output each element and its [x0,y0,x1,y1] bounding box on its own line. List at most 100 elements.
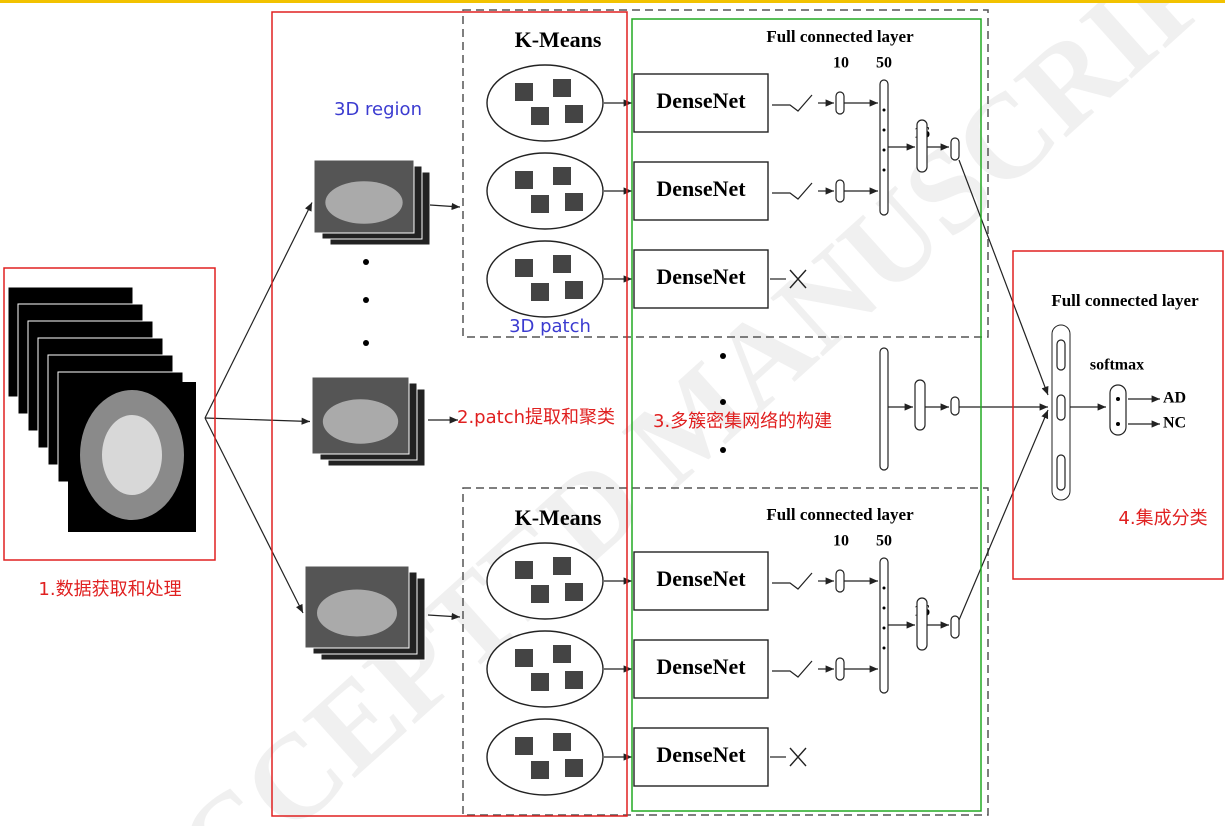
patch [531,761,549,779]
layer-bar [835,91,845,115]
dot [882,626,886,630]
dot [882,108,886,112]
step-label: 2.patch提取和聚类 [457,407,615,428]
layer-bar [1056,454,1066,491]
dot [720,447,726,453]
fc-title: Full connected layer [1051,291,1199,310]
cluster [486,630,604,708]
patch [531,673,549,691]
densenet-box [633,727,769,787]
densenet-box [633,73,769,133]
patch [531,283,549,301]
step-label: 3D patch [509,316,591,337]
densenet-label: DenseNet [656,654,746,679]
patch [553,79,571,97]
densenet-box [633,551,769,611]
softmax-label: softmax [1090,357,1144,374]
kmeans-label: K-Means [515,27,602,52]
region-tissue [322,399,399,444]
patch [565,583,583,601]
patch [553,557,571,575]
patch [515,737,533,755]
fc-title: Full connected layer [766,27,914,46]
size-label: 50 [876,55,892,72]
densenet-box [633,249,769,309]
dot [1116,397,1120,401]
cluster [486,542,604,620]
densenet-box [633,161,769,221]
step4-box [1012,250,1224,580]
cross [789,269,807,289]
patch [565,671,583,689]
densenet-label: DenseNet [656,742,746,767]
step-label: 3.多簇密集网络的构建 [653,411,832,432]
patch [531,585,549,603]
layer-bar [835,179,845,203]
dot [363,259,369,265]
kmeans-label: K-Means [515,505,602,530]
patch [531,195,549,213]
patch [565,193,583,211]
densenet-label: DenseNet [656,566,746,591]
step-label: 3D region [334,99,422,120]
cross [789,747,807,767]
size-label: 50 [876,533,892,550]
layer-bar [950,615,960,639]
step3-box [631,18,982,812]
output-label: NC [1163,415,1186,432]
patch [553,255,571,273]
fc-title: Full connected layer [766,505,914,524]
dot [363,340,369,346]
cluster [486,152,604,230]
size-label: 10 [833,533,849,550]
arrow [429,202,461,211]
densenet-label: DenseNet [656,176,746,201]
arrow [204,417,304,614]
check [772,182,813,200]
layer-bar [879,79,889,216]
step-label: 4.集成分类 [1118,508,1207,529]
layer-bar [835,657,845,681]
brain-inner [102,415,162,495]
patch [515,259,533,277]
dot [882,646,886,650]
step2-box [271,11,628,817]
patch [515,561,533,579]
patch [515,649,533,667]
layer-bar [1056,339,1066,371]
step-label: 1.数据获取和处理 [38,579,181,600]
layer-bar [950,396,960,416]
arrow [204,202,313,419]
check [772,660,813,678]
layer-bar [1056,394,1066,421]
layer-bar [950,137,960,161]
layer-bar [879,347,889,471]
arrow [958,409,1049,621]
group-box [462,487,989,816]
arrow [958,159,1049,396]
check [772,94,813,112]
group-box [462,9,989,338]
patch [553,733,571,751]
densenet-box [633,639,769,699]
size-label: 10 [833,55,849,72]
arrow [427,612,461,621]
region-tissue [325,181,403,224]
top-border [0,0,1225,3]
arrow [204,417,311,425]
cluster [486,240,604,318]
dot [1116,422,1120,426]
layer-bar [916,119,928,173]
patch [565,759,583,777]
dot [720,353,726,359]
dot [882,128,886,132]
patch [531,107,549,125]
check [772,572,813,590]
dot [882,148,886,152]
dot [720,399,726,405]
output-label: AD [1163,390,1186,407]
dot [363,297,369,303]
layer-bar [835,569,845,593]
dot [882,606,886,610]
